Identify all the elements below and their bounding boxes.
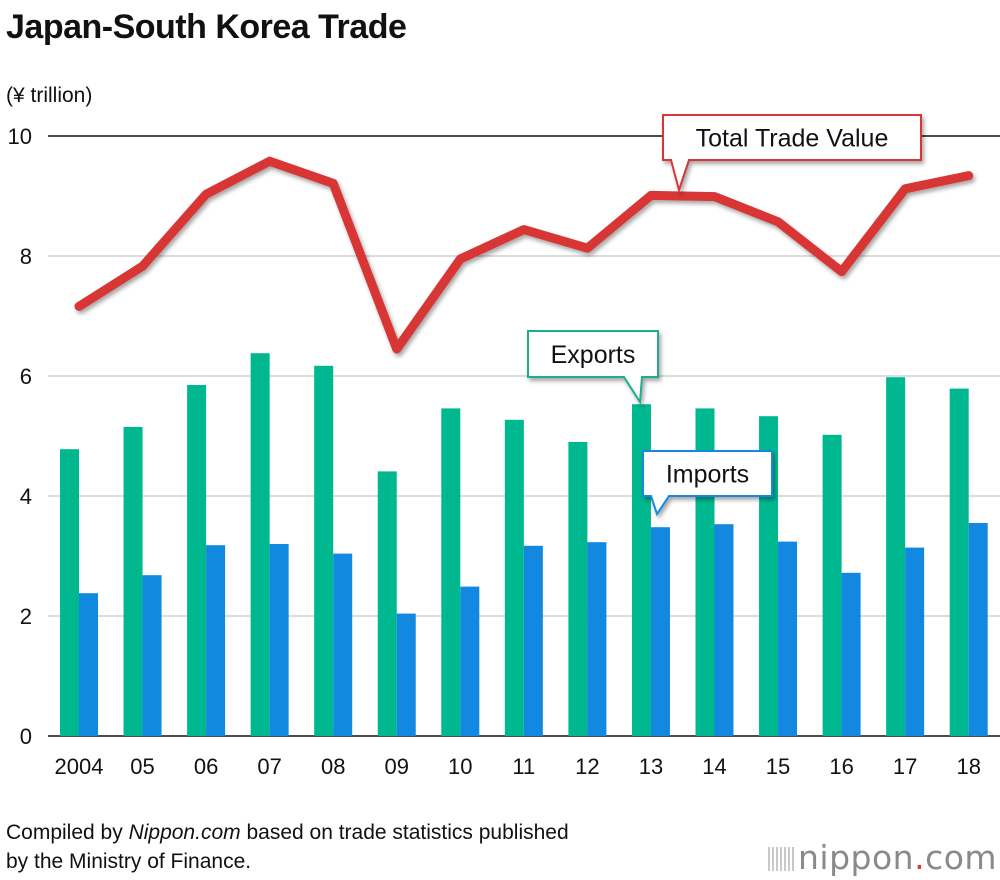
export-bar xyxy=(568,442,588,736)
y-axis-ticks: 0 2 4 6 8 10 xyxy=(8,124,32,749)
y-tick-label: 8 xyxy=(20,244,32,269)
imports-callout-box xyxy=(642,450,773,517)
y-tick-label: 0 xyxy=(20,724,32,749)
import-bar xyxy=(206,545,226,736)
logo-name: nippon xyxy=(798,838,915,877)
exports-callout-box xyxy=(527,330,659,406)
x-tick-label: 11 xyxy=(512,754,535,779)
logo-dot: . xyxy=(914,838,926,877)
x-axis-ticks: 2004 05 06 07 08 09 10 11 12 13 14 15 16 17 18 xyxy=(55,754,981,779)
nippon-logo: nippon.com xyxy=(768,838,997,877)
import-bar xyxy=(650,527,670,736)
x-tick-label: 15 xyxy=(766,754,790,779)
imports-callout-label: Imports xyxy=(666,461,749,489)
import-bar xyxy=(778,541,798,736)
import-bar xyxy=(269,544,289,736)
logo-bars-icon xyxy=(768,847,794,871)
imports-callout: Imports xyxy=(642,450,773,517)
x-tick-label: 08 xyxy=(321,754,345,779)
export-bar xyxy=(123,427,143,736)
export-bar xyxy=(377,471,397,736)
import-bar xyxy=(587,542,607,736)
export-bar xyxy=(949,388,969,736)
export-bar xyxy=(822,434,842,736)
x-tick-label: 10 xyxy=(448,754,472,779)
source-note: Compiled by Nippon.com based on trade st… xyxy=(6,818,569,876)
bar-series xyxy=(60,353,988,736)
exports-callout: Exports xyxy=(527,330,659,406)
total-trade-line xyxy=(74,156,974,354)
x-tick-label: 12 xyxy=(575,754,599,779)
export-bar xyxy=(314,365,334,736)
y-tick-label: 6 xyxy=(20,364,32,389)
y-axis-unit-label: (¥ trillion) xyxy=(6,84,93,107)
y-tick-label: 2 xyxy=(20,604,32,629)
callouts: Total Trade Value Exports Imports xyxy=(527,114,922,517)
source-note-line1: based on trade statistics published xyxy=(240,821,569,844)
total-trade-line-path xyxy=(74,156,974,354)
x-tick-label: 17 xyxy=(893,754,917,779)
import-bar xyxy=(79,593,98,736)
source-note-site: Nippon.com xyxy=(128,821,241,844)
trade-chart: 0 2 4 6 8 10 2004 05 06 07 08 09 10 11 12 13 14 15 16 17 18… xyxy=(8,114,1000,779)
y-tick-label: 4 xyxy=(20,484,32,509)
x-tick-label: 06 xyxy=(194,754,218,779)
source-note-line2: by the Ministry of Finance. xyxy=(6,850,252,873)
import-bar xyxy=(523,545,543,736)
x-tick-label: 05 xyxy=(130,754,154,779)
x-tick-label: 07 xyxy=(257,754,281,779)
import-bar xyxy=(333,553,353,736)
import-bar xyxy=(460,586,480,736)
source-note-pre: Compiled by xyxy=(6,821,129,844)
chart-title: Japan-South Korea Trade xyxy=(6,8,407,46)
exports-callout-label: Exports xyxy=(551,341,636,369)
import-bar xyxy=(905,547,925,736)
y-tick-label: 10 xyxy=(8,124,32,149)
export-bar xyxy=(60,449,79,736)
total-trade-callout-box xyxy=(662,114,922,194)
export-bar xyxy=(504,419,524,736)
import-bar xyxy=(714,524,734,736)
x-tick-label: 16 xyxy=(829,754,853,779)
import-bar xyxy=(142,575,162,736)
import-bar xyxy=(968,523,988,736)
logo-suffix: com xyxy=(925,838,998,877)
total-trade-callout: Total Trade Value xyxy=(662,114,922,194)
x-tick-label: 2004 xyxy=(55,754,104,779)
export-bar xyxy=(187,385,207,736)
x-tick-label: 13 xyxy=(639,754,663,779)
export-bar xyxy=(886,377,906,736)
x-tick-label: 09 xyxy=(385,754,409,779)
import-bar xyxy=(396,613,416,736)
export-bar xyxy=(441,408,461,736)
x-tick-label: 18 xyxy=(956,754,980,779)
x-tick-label: 14 xyxy=(702,754,726,779)
import-bar xyxy=(841,572,861,736)
export-bar xyxy=(250,353,270,736)
total-trade-callout-label: Total Trade Value xyxy=(696,125,889,153)
